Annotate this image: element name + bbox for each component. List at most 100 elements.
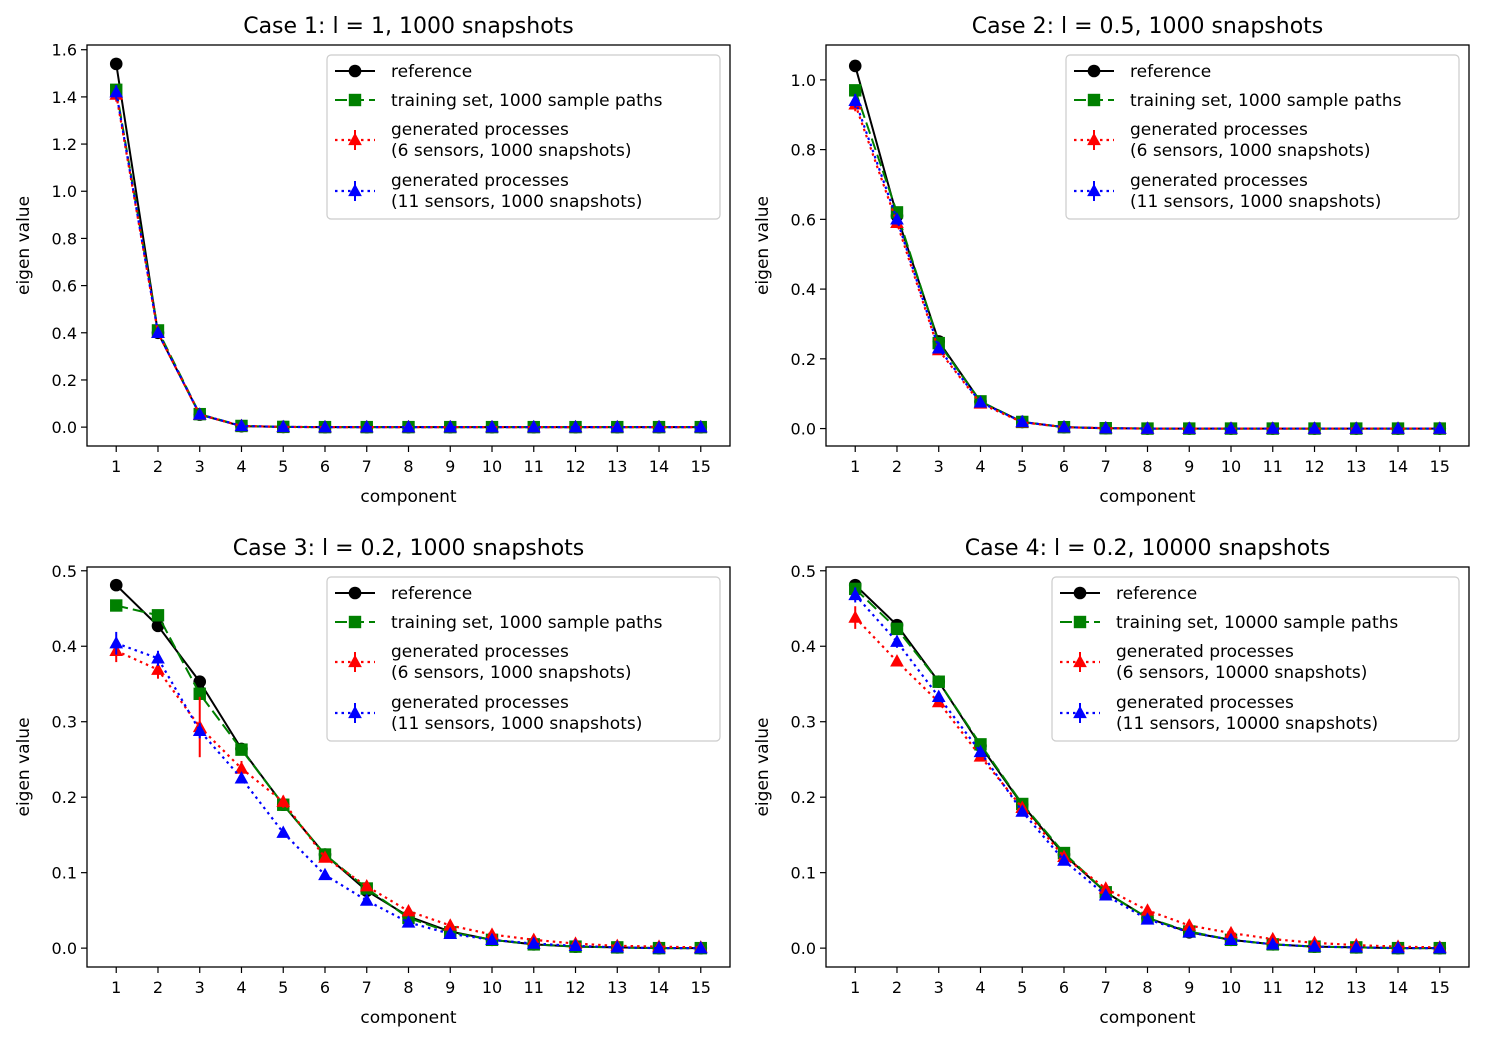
data-point [401,915,416,928]
data-point [568,938,583,952]
x-tick-label: 7 [362,457,372,476]
data-point [109,636,124,649]
y-tick-label: 0.0 [791,420,816,439]
data-point [1432,940,1447,954]
plot-area [848,59,1447,435]
y-tick-label: 0.8 [791,141,816,160]
x-tick-label: 12 [565,978,585,997]
y-tick-label: 0.2 [52,788,77,807]
y-axis-ticks: 0.0 0.1 0.2 0.3 0.4 0.5 [52,562,87,958]
data-point [1140,421,1155,434]
x-tick-label: 10 [1221,457,1241,476]
x-axis-label: component [360,487,457,507]
data-point [526,936,541,949]
data-point [1057,419,1071,433]
x-axis-label: component [1099,1008,1196,1028]
legend-label: generated processes [1116,693,1294,713]
x-tick-label: 8 [403,978,413,997]
x-tick-label: 13 [1346,457,1366,476]
data-point [359,893,374,906]
x-tick-label: 2 [153,457,163,476]
x-tick-label: 6 [320,978,330,997]
series-line [115,642,701,950]
data-point [151,609,165,622]
data-point [485,932,499,946]
x-tick-label: 6 [1059,457,1069,476]
y-tick-label: 0.0 [52,939,77,958]
legend-label: (6 sensors, 1000 snapshots) [1130,141,1371,161]
data-point [890,634,904,647]
legend-entry-gen11: generated processes(11 sensors, 10000 sn… [1060,693,1378,734]
series-gen11 [109,631,708,954]
legend-label: reference [391,584,472,604]
y-tick-label: 1.0 [52,182,77,201]
legend-label: training set, 10000 sample paths [1116,613,1398,633]
x-tick-label: 3 [934,978,944,997]
y-tick-label: 0.5 [791,562,816,581]
x-tick-label: 9 [1184,978,1194,997]
y-axis-ticks: 0.0 0.1 0.2 0.3 0.4 0.5 [791,562,826,958]
data-point [443,926,458,939]
legend-entry-training: training set, 1000 sample paths [1074,91,1402,111]
data-point [1182,925,1197,938]
data-point [151,619,165,633]
data-point [610,419,625,433]
legend-box [1065,54,1460,220]
axes-frame [86,44,731,447]
data-point [652,940,666,954]
legend: reference training set, 1000 sample paths… [326,576,721,742]
x-tick-label: 8 [1142,457,1152,476]
data-point [151,651,165,664]
legend-marker [348,132,362,146]
data-point [1391,940,1405,954]
legend-entry-gen11: generated processes(11 sensors, 1000 sna… [335,171,642,212]
x-tick-label: 1 [111,457,121,476]
x-axis-ticks: 1 2 3 4 5 6 7 8 9 10 11 12 13 14 15 [111,967,711,997]
x-tick-label: 5 [278,978,288,997]
data-point [234,761,249,774]
data-point [276,825,291,838]
chart-title: Case 4: l = 0.2, 10000 snapshots [965,536,1331,561]
legend-marker [348,705,362,719]
data-point [110,599,123,612]
axes-frame [825,44,1470,447]
y-tick-label: 0.4 [791,280,816,299]
legend-marker [348,586,362,600]
y-tick-label: 0.6 [791,210,816,229]
data-point [276,794,291,807]
x-tick-label: 12 [1304,978,1324,997]
data-point [443,918,458,931]
x-tick-label: 9 [1184,457,1194,476]
x-tick-label: 11 [524,457,544,476]
legend-label: generated processes [1130,120,1308,140]
chart-title: Case 1: l = 1, 1000 snapshots [243,14,574,39]
x-tick-label: 6 [1059,978,1069,997]
legend-label: (11 sensors, 1000 snapshots) [391,192,642,212]
x-axis-label: component [360,1008,457,1028]
data-point [359,879,374,892]
legend-box [326,576,721,742]
series-gen11 [848,587,1447,954]
y-tick-label: 1.0 [791,71,816,90]
data-point [1015,414,1030,428]
data-point [1015,804,1030,817]
legend-label: (11 sensors, 10000 snapshots) [1116,714,1378,734]
data-point [652,419,666,433]
x-tick-label: 14 [649,978,669,997]
data-point [443,419,458,433]
series-line [854,594,1440,950]
legend-marker [1073,654,1087,668]
x-tick-label: 10 [482,457,502,476]
data-point [401,903,416,917]
axes-frame [86,566,731,968]
x-tick-label: 5 [1017,457,1027,476]
data-point [1224,421,1238,434]
y-tick-label: 0.2 [52,371,77,390]
data-point [318,850,332,863]
y-tick-label: 0.2 [791,788,816,807]
x-tick-label: 4 [975,457,985,476]
data-point [193,687,206,700]
y-tick-label: 0.1 [791,864,816,883]
y-tick-label: 0.0 [791,939,816,958]
